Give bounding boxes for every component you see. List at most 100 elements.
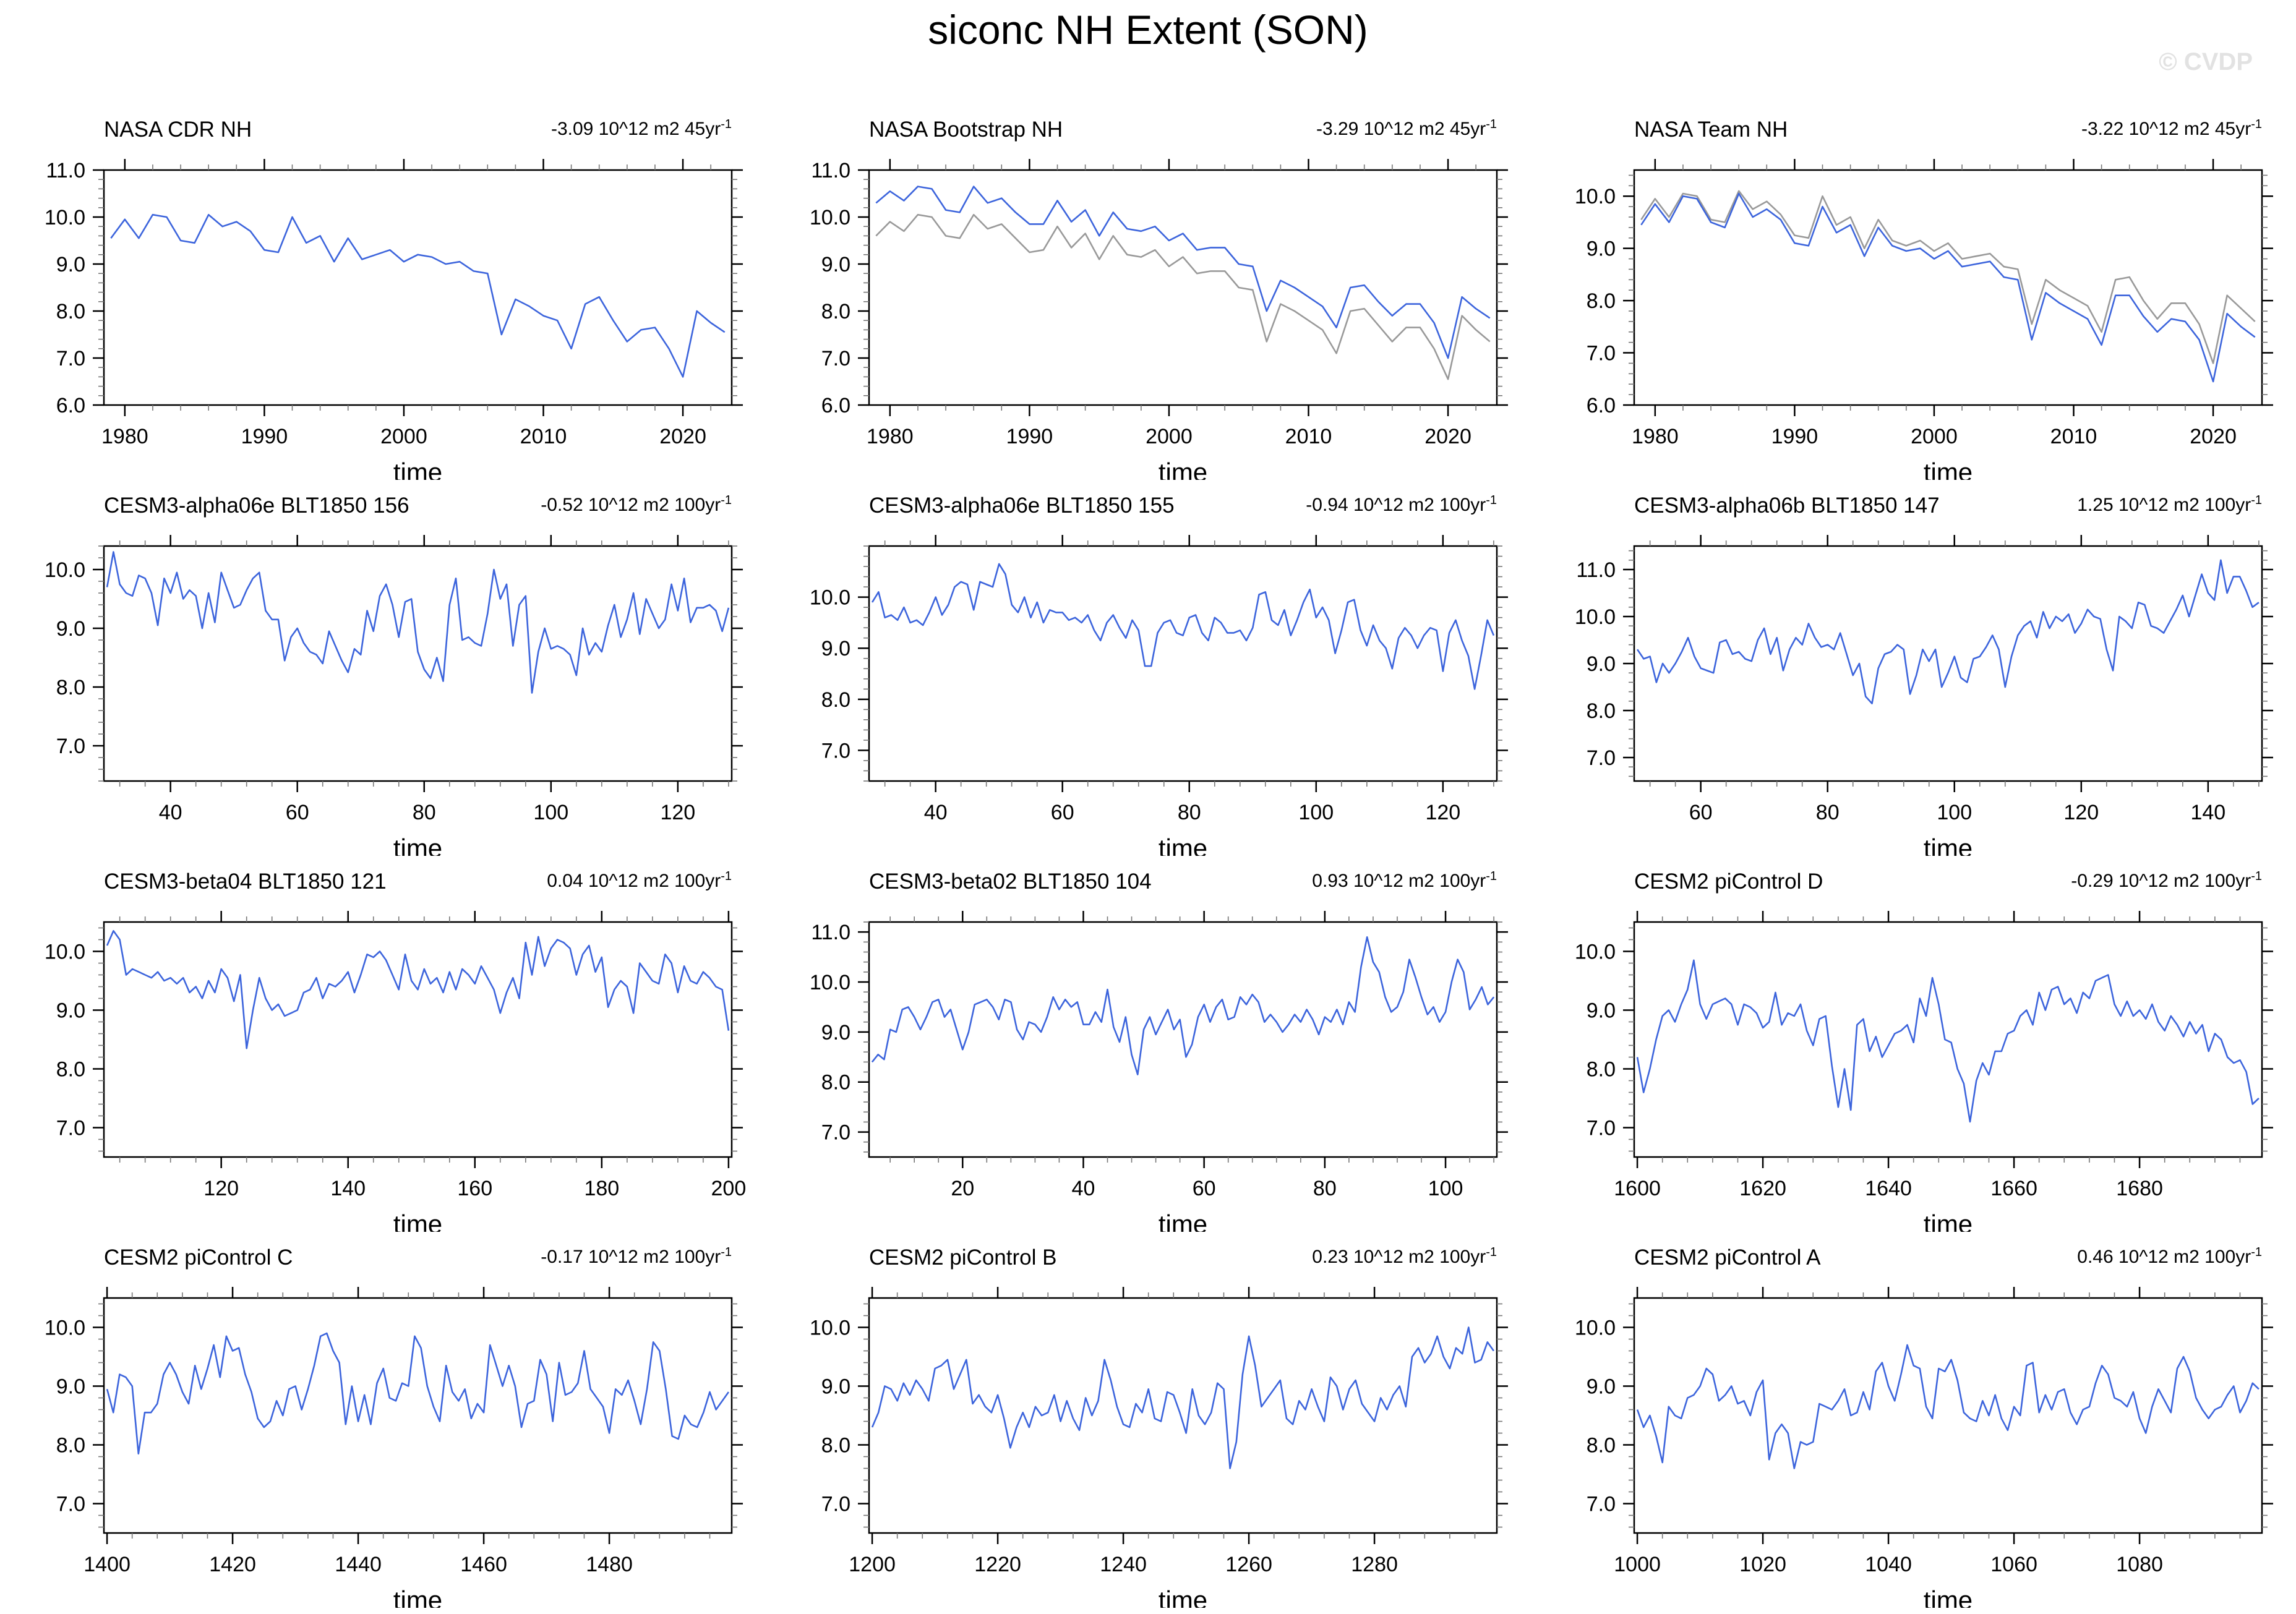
y-tick-label: 10.0: [1575, 941, 1616, 964]
series-line: [110, 213, 726, 378]
y-tick-label: 10.0: [45, 941, 85, 964]
y-tick-label: 9.0: [56, 999, 85, 1023]
x-axis-label: time: [1159, 1210, 1207, 1232]
chart-panel-1: NASA CDR NH -3.09 10^12 m2 45yr-1 1980 19…: [0, 104, 765, 480]
y-tick-label: 10.0: [45, 558, 85, 582]
y-tick-label: 8.0: [1587, 1434, 1616, 1458]
y-tick-label: 9.0: [56, 617, 85, 641]
y-tick-label: 10.0: [45, 1317, 85, 1340]
y-tick-label: 9.0: [821, 253, 850, 276]
chart-plot-area: 40 60 80 100 120 7.0 8.0 9.0 10.0 time: [810, 535, 1508, 856]
x-tick-label: 1280: [1351, 1553, 1398, 1576]
x-tick-label: 140: [330, 1177, 366, 1200]
panel-title: CESM3-alpha06b BLT1850 147: [1634, 493, 1940, 518]
plot-box: [868, 921, 1498, 1158]
x-axis-label: time: [1924, 834, 1973, 856]
series-line: [875, 213, 1491, 380]
y-tick-label: 11.0: [46, 159, 85, 182]
panel-title: CESM2 piControl C: [104, 1245, 293, 1270]
trend-exponent: -1: [1486, 869, 1497, 883]
plot-box: [868, 1297, 1498, 1534]
y-tick-label: 11.0: [1576, 558, 1616, 582]
trend-exponent: -1: [2251, 493, 2262, 507]
panel-header: CESM3-beta04 BLT1850 121 0.04 10^12 m2 1…: [11, 865, 753, 894]
x-tick-label: 100: [1937, 801, 1972, 824]
panel-header: CESM3-alpha06e BLT1850 156 -0.52 10^12 m…: [11, 489, 753, 518]
x-tick-label: 40: [924, 801, 948, 824]
x-tick-label: 60: [1193, 1177, 1216, 1200]
x-tick-label: 80: [1178, 801, 1201, 824]
panel-trend-value: -3.09 10^12 m2 45yr-1: [550, 117, 732, 139]
y-tick-label: 7.0: [56, 1493, 85, 1516]
chart-plot-area: 1400 1420 1440 1460 1480 7.0 8.0 9.0 10.0 time: [45, 1287, 743, 1608]
y-tick-label: 8.0: [821, 300, 850, 323]
chart-plot-area: 60 80 100 120 140 7.0 8.0 9.0 10.0 11.0 time: [1575, 535, 2273, 856]
y-tick-label: 9.0: [1587, 999, 1616, 1023]
trend-exponent: -1: [721, 493, 732, 507]
y-tick-label: 8.0: [1587, 1058, 1616, 1082]
x-tick-label: 1240: [1100, 1553, 1147, 1576]
x-axis-label: time: [1924, 458, 1973, 480]
series-line: [875, 186, 1491, 359]
chart-panel-12: CESM2 piControl A 0.46 10^12 m2 100yr-1 …: [1530, 1232, 2295, 1608]
panel-title: NASA Team NH: [1634, 117, 1788, 142]
y-tick-label: 8.0: [821, 1434, 850, 1458]
x-tick-label: 2010: [2050, 425, 2097, 448]
plot-box: [103, 1297, 733, 1534]
y-tick-label: 9.0: [1587, 237, 1616, 261]
chart-panel-6: CESM3-alpha06b BLT1850 147 1.25 10^12 m2…: [1530, 480, 2295, 856]
x-tick-label: 1980: [1632, 425, 1679, 448]
chart-panel-2: NASA Bootstrap NH -3.29 10^12 m2 45yr-1 …: [765, 104, 1530, 480]
x-tick-label: 1980: [101, 425, 148, 448]
panel-header: CESM3-beta02 BLT1850 104 0.93 10^12 m2 1…: [776, 865, 1519, 894]
x-tick-label: 120: [203, 1177, 239, 1200]
panel-trend-value: 1.25 10^12 m2 100yr-1: [2077, 493, 2262, 515]
y-tick-label: 7.0: [821, 1121, 850, 1145]
x-tick-label: 1990: [1771, 425, 1818, 448]
chart-panel-11: CESM2 piControl B 0.23 10^12 m2 100yr-1 …: [765, 1232, 1530, 1608]
y-tick-label: 6.0: [1587, 394, 1616, 417]
panel-header: CESM2 piControl B 0.23 10^12 m2 100yr-1: [776, 1240, 1519, 1270]
panel-title: CESM3-beta04 BLT1850 121: [104, 869, 387, 894]
y-tick-label: 9.0: [821, 1375, 850, 1399]
chart-plot-area: 1000 1020 1040 1060 1080 7.0 8.0 9.0 10.0 time: [1575, 1287, 2273, 1608]
series-line: [1640, 190, 2256, 364]
panel-trend-value: -0.52 10^12 m2 100yr-1: [541, 493, 732, 515]
y-tick-label: 10.0: [1575, 185, 1616, 208]
panel-header: CESM2 piControl C -0.17 10^12 m2 100yr-1: [11, 1240, 753, 1270]
x-tick-label: 2020: [659, 425, 706, 448]
y-tick-label: 10.0: [45, 206, 85, 229]
x-tick-label: 1990: [1006, 425, 1053, 448]
y-tick-label: 7.0: [1587, 746, 1616, 770]
x-tick-label: 1000: [1614, 1553, 1661, 1576]
x-tick-label: 1060: [1990, 1553, 2037, 1576]
x-tick-label: 120: [660, 801, 695, 824]
panel-header: NASA CDR NH -3.09 10^12 m2 45yr-1: [11, 113, 753, 142]
x-tick-label: 2020: [2190, 425, 2237, 448]
plot-box: [1633, 169, 2263, 406]
panel-title: NASA CDR NH: [104, 117, 252, 142]
x-tick-label: 1460: [460, 1553, 507, 1576]
x-tick-label: 40: [159, 801, 182, 824]
panel-title: CESM3-alpha06e BLT1850 156: [104, 493, 409, 518]
panel-header: CESM3-alpha06b BLT1850 147 1.25 10^12 m2…: [1541, 489, 2284, 518]
panel-trend-value: -0.94 10^12 m2 100yr-1: [1306, 493, 1497, 515]
chart-panel-9: CESM2 piControl D -0.29 10^12 m2 100yr-1…: [1530, 856, 2295, 1232]
x-tick-label: 2000: [1911, 425, 1958, 448]
chart-panel-4: CESM3-alpha06e BLT1850 156 -0.52 10^12 m…: [0, 480, 765, 856]
x-tick-label: 140: [2190, 801, 2225, 824]
x-tick-label: 120: [1425, 801, 1460, 824]
y-tick-label: 9.0: [1587, 652, 1616, 676]
y-tick-label: 8.0: [56, 676, 85, 699]
x-tick-label: 1980: [867, 425, 914, 448]
y-tick-label: 10.0: [810, 586, 850, 610]
y-tick-label: 8.0: [1587, 699, 1616, 723]
y-tick-label: 8.0: [56, 300, 85, 323]
x-tick-label: 1440: [335, 1553, 382, 1576]
x-tick-label: 1260: [1225, 1553, 1272, 1576]
x-tick-label: 1400: [84, 1553, 131, 1576]
x-tick-label: 120: [2063, 801, 2099, 824]
plot-box: [103, 169, 733, 406]
x-axis-label: time: [1159, 458, 1207, 480]
